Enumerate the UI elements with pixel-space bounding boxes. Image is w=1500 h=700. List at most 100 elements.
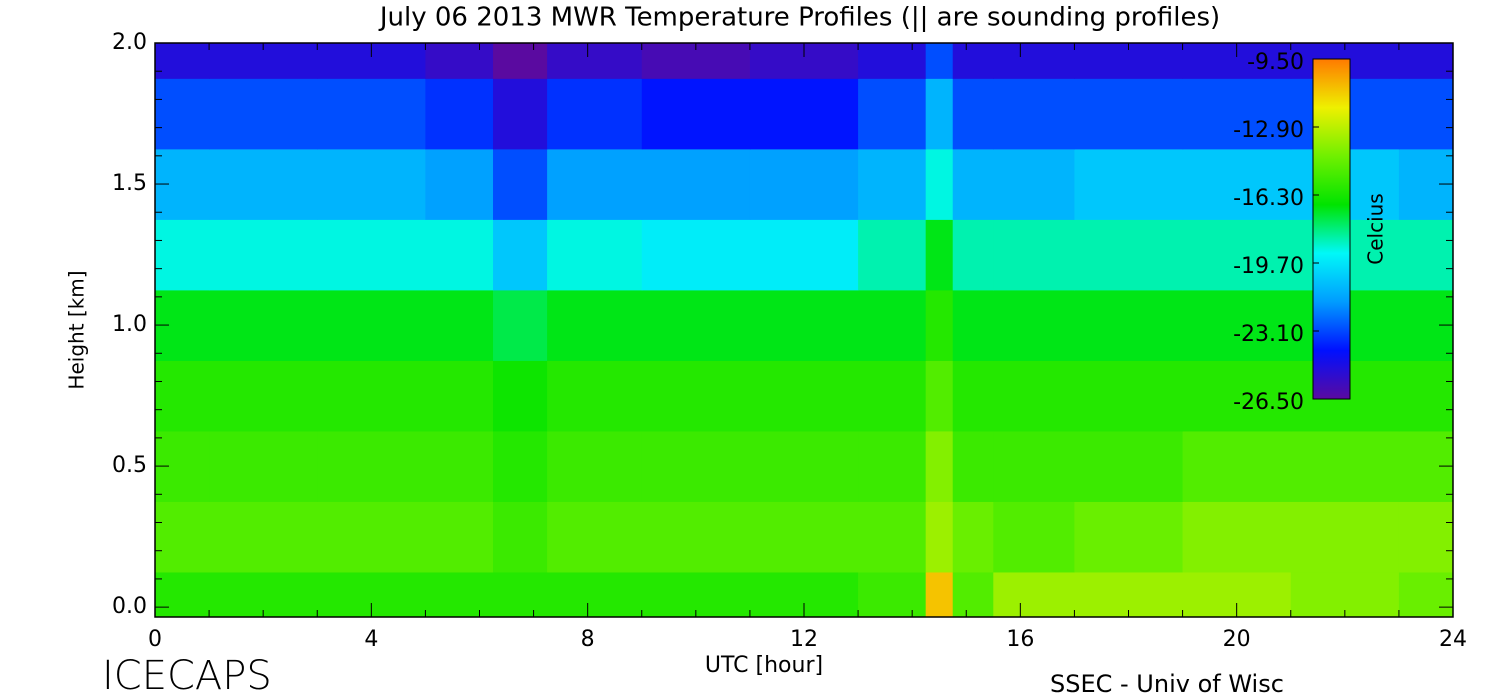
x-tick-label: 8	[581, 627, 595, 652]
heatmap-cell	[425, 78, 494, 150]
heatmap-cell	[1182, 289, 1292, 361]
heatmap-cell	[1074, 430, 1184, 502]
heatmap-cell	[925, 219, 954, 291]
heatmap-cell	[1074, 501, 1184, 573]
heatmap-cell	[493, 430, 548, 502]
colorbar-tick-label: -23.10	[1233, 322, 1304, 347]
colorbar-tick-label: -19.70	[1233, 254, 1304, 279]
heatmap-cell	[858, 78, 927, 150]
heatmap-cell	[317, 360, 427, 432]
x-tick-label: 0	[148, 627, 162, 652]
heatmap-cell	[425, 501, 494, 573]
colorbar	[1312, 58, 1351, 400]
heatmap-cell	[425, 43, 494, 79]
heatmap-cell	[993, 360, 1076, 432]
x-tick-label: 12	[790, 627, 818, 652]
chart-title: July 06 2013 MWR Temperature Profiles (|…	[378, 3, 1220, 33]
footer-right: SSEC - Univ of Wisc	[1050, 670, 1284, 698]
heatmap-cell	[317, 148, 427, 220]
heatmap-cell	[155, 571, 210, 617]
heatmap-cell	[993, 430, 1076, 502]
heatmap-cell	[547, 43, 643, 79]
x-tick-label: 4	[364, 627, 378, 652]
heatmap-cell	[641, 360, 751, 432]
heatmap-cell	[155, 43, 210, 79]
heatmap-cell	[1182, 430, 1292, 502]
heatmap-cell	[1182, 78, 1292, 150]
heatmap-cell	[155, 501, 210, 573]
heatmap-cell	[425, 360, 494, 432]
y-tick-label: 0.0	[112, 594, 147, 619]
colorbar-tick-label: -16.30	[1233, 186, 1304, 211]
heatmap-cell	[155, 219, 210, 291]
heatmap-cell	[1398, 501, 1453, 573]
heatmap-cell	[925, 148, 954, 220]
x-tick-label: 16	[1006, 627, 1034, 652]
heatmap-cell	[641, 501, 751, 573]
heatmap-cell	[641, 219, 751, 291]
heatmap-cell	[925, 78, 954, 150]
heatmap-cell	[1398, 360, 1453, 432]
heatmap-cell	[155, 360, 210, 432]
colorbar-tick-label: -9.50	[1247, 50, 1304, 75]
heatmap-cell	[493, 360, 548, 432]
heatmap-cell	[641, 571, 751, 617]
heatmap-cell	[952, 360, 994, 432]
heatmap-cell	[1074, 219, 1184, 291]
heatmap-cell	[1182, 360, 1292, 432]
heatmap-cell	[952, 501, 994, 573]
heatmap-cell	[952, 43, 994, 79]
heatmap-cell	[952, 219, 994, 291]
heatmap-cell	[641, 78, 751, 150]
heatmap-cell	[1074, 571, 1184, 617]
heatmap-cell	[317, 78, 427, 150]
heatmap-cell	[493, 501, 548, 573]
heatmap-cell	[493, 219, 548, 291]
heatmap-cell	[1290, 501, 1400, 573]
heatmap-cell	[993, 289, 1076, 361]
y-tick-label: 1.5	[112, 171, 147, 196]
heatmap-cell	[925, 571, 954, 617]
heatmap-cell	[1182, 219, 1292, 291]
heatmap-cell	[858, 571, 927, 617]
heatmap-cell	[858, 219, 927, 291]
heatmap-cell	[1074, 289, 1184, 361]
heatmap-cell	[749, 78, 859, 150]
heatmap-cell	[547, 289, 643, 361]
heatmap-cell	[993, 148, 1076, 220]
heatmap-cell	[547, 501, 643, 573]
heatmap-cell	[925, 289, 954, 361]
colorbar-tick-label: -26.50	[1233, 390, 1304, 415]
heatmap-cell	[317, 289, 427, 361]
heatmap-cell	[993, 571, 1076, 617]
heatmap-cell	[547, 430, 643, 502]
heatmap-cell	[749, 360, 859, 432]
y-tick-label: 1.0	[112, 312, 147, 337]
heatmap-cell	[858, 148, 927, 220]
heatmap-cell	[547, 78, 643, 150]
heatmap-cell	[925, 501, 954, 573]
heatmap-cell	[993, 78, 1076, 150]
heatmap-cell	[317, 501, 427, 573]
heatmap-cell	[155, 78, 210, 150]
heatmap-cell	[493, 43, 548, 79]
heatmap-cell	[1074, 148, 1184, 220]
heatmap-cell	[425, 219, 494, 291]
colorbar-tick-label: -12.90	[1233, 118, 1304, 143]
y-axis-label: Height [km]	[65, 270, 89, 389]
heatmap-cell	[952, 571, 994, 617]
heatmap-cell	[547, 571, 643, 617]
heatmap-cell	[952, 289, 994, 361]
colorbar-label: Celcius	[1364, 193, 1388, 264]
heatmap-cell	[209, 148, 318, 220]
heatmap-cell	[1398, 571, 1453, 617]
heatmap-cell	[209, 501, 318, 573]
heatmap-cell	[641, 148, 751, 220]
heatmap-cell	[209, 430, 318, 502]
heatmap-cell	[993, 501, 1076, 573]
heatmap-cell	[925, 430, 954, 502]
heatmap-cell	[858, 501, 927, 573]
heatmap-cell	[1182, 501, 1292, 573]
heatmap-cell	[1074, 360, 1184, 432]
